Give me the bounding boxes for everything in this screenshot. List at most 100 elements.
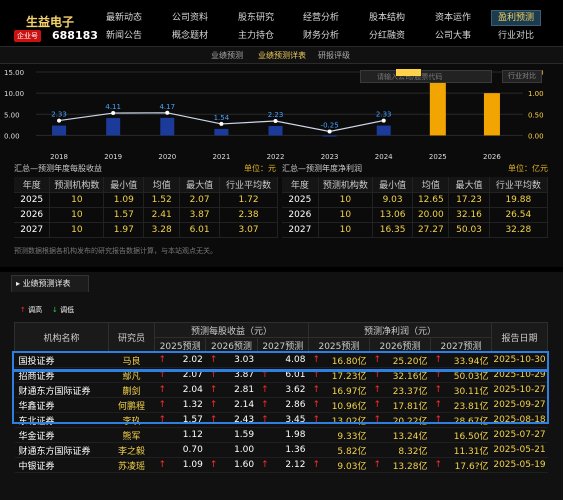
trend-cell xyxy=(369,427,381,443)
legend-up: ↑ 调高 xyxy=(20,305,42,315)
table-row[interactable]: 中银证券 苏凌瑶 ↑ 1.09 ↑ 1.60 ↑ 2.12 ↑ 9.03亿 ↑ 13.28亿 ↑ 17.6… xyxy=(14,457,548,473)
nav-dividends[interactable]: 分红融资 xyxy=(369,31,406,41)
nav-concepts[interactable]: 概念题材 xyxy=(172,31,209,41)
nav-profit-forecast[interactable]: 盈利预测 xyxy=(491,10,542,26)
trend-cell: ↑ xyxy=(430,412,443,428)
table-row[interactable]: 东北证券 李玖 ↑ 1.57 ↑ 2.43 ↑ 3.45 ↑ 13.02亿 ↑ 20.22亿 ↑ 28.6… xyxy=(14,412,548,428)
arrow-up-icon: ↑ xyxy=(373,370,381,380)
profit-cell: 2027 xyxy=(282,222,319,238)
analyst-name[interactable]: 熊军 xyxy=(108,427,155,443)
tab-forecast[interactable]: 业绩预测 xyxy=(211,51,243,60)
nav-news[interactable]: 新闻公告 xyxy=(106,31,143,41)
tab-forecast-detail[interactable]: 业绩预测详表 xyxy=(258,51,306,60)
org-name[interactable]: 国投证券 xyxy=(14,352,109,368)
nav-events[interactable]: 公司大事 xyxy=(435,31,472,41)
forecast-value: 16.80亿 xyxy=(319,352,370,368)
table-row[interactable]: 财通东方国际证券 李之毅 0.70 1.00 1.36 5.82亿 8.32亿 11.31亿 2… xyxy=(14,442,548,458)
nav-company-info[interactable]: 公司资料 xyxy=(172,13,209,23)
trend-cell: ↑ xyxy=(430,367,443,383)
x-tick-label: 2025 xyxy=(429,153,447,160)
analyst-name[interactable]: 何鹏程 xyxy=(108,397,155,413)
tab-detail-label: 业绩预测详表 xyxy=(22,279,71,288)
forecast-value: 23.37亿 xyxy=(381,382,431,398)
table-row: 2026 10 1.57 2.41 3.87 2.38 xyxy=(14,207,278,223)
arrow-up-icon: ↑ xyxy=(158,370,167,380)
org-name[interactable]: 财通东方国际证券 xyxy=(14,382,109,398)
org-name[interactable]: 华金证券 xyxy=(14,427,109,443)
org-name[interactable]: 中银证券 xyxy=(14,457,109,473)
org-name[interactable]: 招商证券 xyxy=(14,367,109,383)
line-point xyxy=(57,118,62,123)
nav-latest[interactable]: 最新动态 xyxy=(106,13,143,23)
detail-table: 机构名称 研究员 预测每股收益（元） 预测净利润（元） 报告日期 2025预测 2026预测… xyxy=(14,322,548,473)
org-name[interactable]: 华鑫证券 xyxy=(14,397,109,413)
eps-cell: 10 xyxy=(49,207,105,223)
arrow-up-icon: ↑ xyxy=(209,460,218,470)
org-name[interactable]: 财通东方国际证券 xyxy=(14,442,109,458)
forecast-value: 1.12 xyxy=(166,427,206,443)
forecast-value: 13.28亿 xyxy=(381,457,431,473)
table-row[interactable]: 招商证券 鄢凡 ↑ 2.07 ↑ 3.87 ↑ 6.01 ↑ 17.23亿 ↑ 32.16亿 ↑ 50.0… xyxy=(14,367,548,383)
sub-tab-bar: 业绩预测 业绩预测详表 研报评级 xyxy=(0,47,563,64)
stock-name: 生益电子 xyxy=(26,15,75,29)
tab-detail-table[interactable]: ▸ 业绩预测详表 xyxy=(11,275,89,292)
profit-header: 预测净利润（元） xyxy=(307,322,493,338)
chart-bar xyxy=(376,125,391,136)
trend-cell: ↑ xyxy=(257,382,269,398)
nav-shareholders[interactable]: 股东研究 xyxy=(238,13,275,23)
y-axis-label: 10.00 xyxy=(4,90,24,98)
nav-share-structure[interactable]: 股本结构 xyxy=(369,13,406,23)
arrow-up-icon: ↑ xyxy=(373,355,381,365)
profit-cell: 10 xyxy=(318,207,374,223)
profit-col-header: 均值 xyxy=(412,177,450,193)
org-name[interactable]: 东北证券 xyxy=(14,412,109,428)
report-date: 2025-10-30 xyxy=(491,352,548,368)
arrow-up-icon: ↑ xyxy=(373,385,381,395)
arrow-up-icon: ↑ xyxy=(158,460,167,470)
table-row[interactable]: 国投证券 马良 ↑ 2.02 ↑ 3.03 4.08 ↑ 16.80亿 ↑ 25.20亿 ↑ 33.94… xyxy=(14,352,548,368)
analyst-name[interactable]: 李之毅 xyxy=(108,442,155,458)
trend-cell: ↑ xyxy=(369,412,381,428)
search-input[interactable]: 请输入公司/股票代码 xyxy=(360,70,492,83)
trend-cell: ↑ xyxy=(257,397,269,413)
arrow-up-icon: ↑ xyxy=(434,415,443,425)
line-point xyxy=(165,110,170,115)
profit-cell: 27.27 xyxy=(412,222,450,238)
table-row[interactable]: 财通东方国际证券 蒯剑 ↑ 2.04 ↑ 2.81 ↑ 3.62 ↑ 16.97亿 ↑ 23.37亿 ↑… xyxy=(14,382,548,398)
nav-holdings[interactable]: 主力持仓 xyxy=(238,31,275,41)
forecast-value: 2.81 xyxy=(217,382,258,398)
nav-capital[interactable]: 资本运作 xyxy=(435,13,472,23)
table-row[interactable]: 华鑫证券 何鹏程 ↑ 1.32 ↑ 2.14 ↑ 2.86 ↑ 10.96亿 ↑ 17.81亿 ↑ 23.… xyxy=(14,397,548,413)
arrow-up-icon: ↑ xyxy=(373,400,381,410)
analyst-name[interactable]: 马良 xyxy=(108,352,155,368)
forecast-value: 50.03亿 xyxy=(442,367,492,383)
nav-finance[interactable]: 财务分析 xyxy=(303,31,340,41)
nav-industry-compare[interactable]: 行业对比 xyxy=(498,31,535,41)
enterprise-badge[interactable]: 企业号 xyxy=(14,30,41,42)
forecast-value: 30.11亿 xyxy=(442,382,492,398)
eps-cell: 2.07 xyxy=(179,192,221,208)
forecast-value: 2.04 xyxy=(166,382,206,398)
trend-cell: ↑ xyxy=(257,412,269,428)
line-point xyxy=(327,129,332,134)
report-date: 2025-10-27 xyxy=(491,382,548,398)
trend-cell: ↑ xyxy=(430,397,443,413)
detail-subheader-row: 2025预测 2026预测 2027预测 2025预测 2026预测 2027预测 xyxy=(15,337,548,353)
analyst-name[interactable]: 苏凌瑶 xyxy=(108,457,155,473)
profit-cell: 9.03 xyxy=(372,192,414,208)
eps-cell: 3.87 xyxy=(179,207,221,223)
nav-operations[interactable]: 经营分析 xyxy=(303,13,340,23)
tab-ratings[interactable]: 研报评级 xyxy=(318,51,350,60)
analyst-name[interactable]: 李玖 xyxy=(108,412,155,428)
profit-col-header: 最大值 xyxy=(448,177,490,193)
trend-cell: ↑ xyxy=(257,457,269,473)
arrow-up-icon: ↑ xyxy=(209,370,218,380)
industry-compare-button[interactable]: 行业对比 xyxy=(502,70,542,83)
table-row[interactable]: 华金证券 熊军 1.12 1.59 1.98 9.33亿 13.24亿 16.50亿 2025-… xyxy=(14,427,548,443)
analyst-name[interactable]: 蒯剑 xyxy=(108,382,155,398)
eps-cell: 2.41 xyxy=(143,207,181,223)
trend-cell: ↑ xyxy=(205,382,218,398)
forecast-value: 2.02 xyxy=(166,352,206,368)
eps-col-header: 预测机构数 xyxy=(49,177,105,193)
analyst-name[interactable]: 鄢凡 xyxy=(108,367,155,383)
